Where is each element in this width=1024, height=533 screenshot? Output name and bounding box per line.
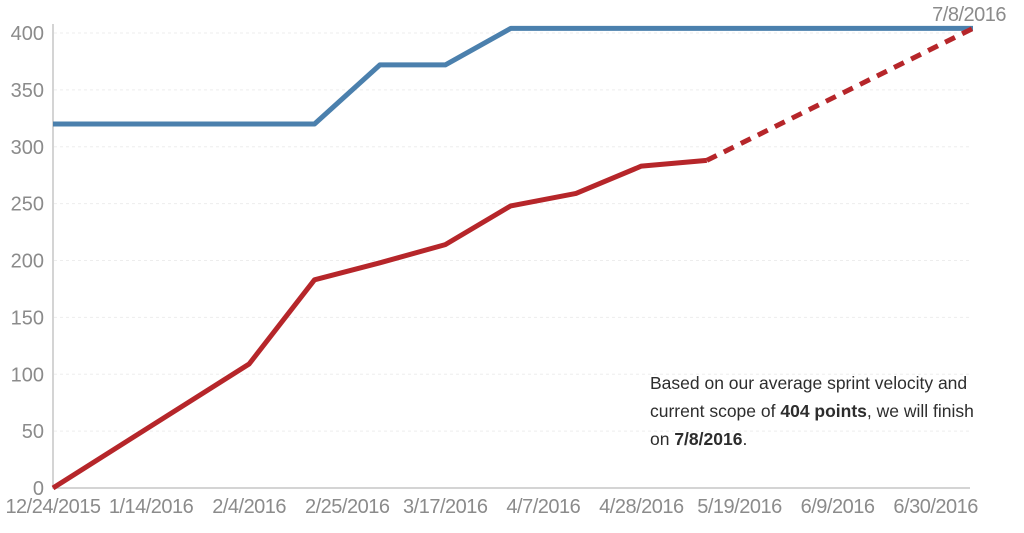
x-tick-label: 2/4/2016 (212, 496, 286, 518)
finish-date-label: 7/8/2016 (932, 4, 1006, 26)
forecast-note-line: Based on our average sprint velocity and (650, 369, 1010, 397)
y-tick-label: 200 (11, 251, 44, 273)
forecast-note-text: on (650, 429, 675, 449)
forecast-note-line: on 7/8/2016. (650, 425, 1010, 453)
forecast-note-highlight: 7/8/2016 (674, 429, 743, 449)
y-tick-label: 50 (22, 421, 44, 443)
forecast-note: Based on our average sprint velocity and… (650, 369, 1010, 453)
x-tick-label: 2/25/2016 (305, 496, 390, 518)
forecast-note-highlight: 404 points (780, 401, 867, 421)
x-tick-label: 12/24/2015 (5, 496, 100, 518)
completed-points-line (51, 157, 708, 491)
total-scope-line (53, 25, 973, 127)
x-tick-label: 4/28/2016 (599, 496, 684, 518)
y-tick-label: 100 (11, 364, 44, 386)
y-tick-label: 350 (11, 80, 44, 102)
forecast-note-line: current scope of 404 points, we will fin… (650, 397, 1010, 425)
forecast-note-text: . (742, 429, 748, 449)
x-tick-label: 1/14/2016 (109, 496, 194, 518)
y-tick-label: 0 (33, 478, 44, 500)
y-tick-label: 400 (11, 23, 44, 45)
forecast-note-text: , we will finish (866, 401, 974, 421)
x-tick-label: 6/30/2016 (893, 496, 978, 518)
y-tick-label: 150 (11, 307, 44, 329)
x-tick-label: 3/17/2016 (403, 496, 488, 518)
forecast-note-text: current scope of (650, 401, 781, 421)
y-tick-label: 300 (11, 137, 44, 159)
y-tick-label: 250 (11, 194, 44, 216)
x-tick-label: 5/19/2016 (697, 496, 782, 518)
x-tick-label: 4/7/2016 (506, 496, 580, 518)
forecast-projection-line (705, 26, 975, 163)
x-tick-label: 6/9/2016 (801, 496, 875, 518)
forecast-note-text: Based on our average sprint velocity and (650, 373, 968, 393)
